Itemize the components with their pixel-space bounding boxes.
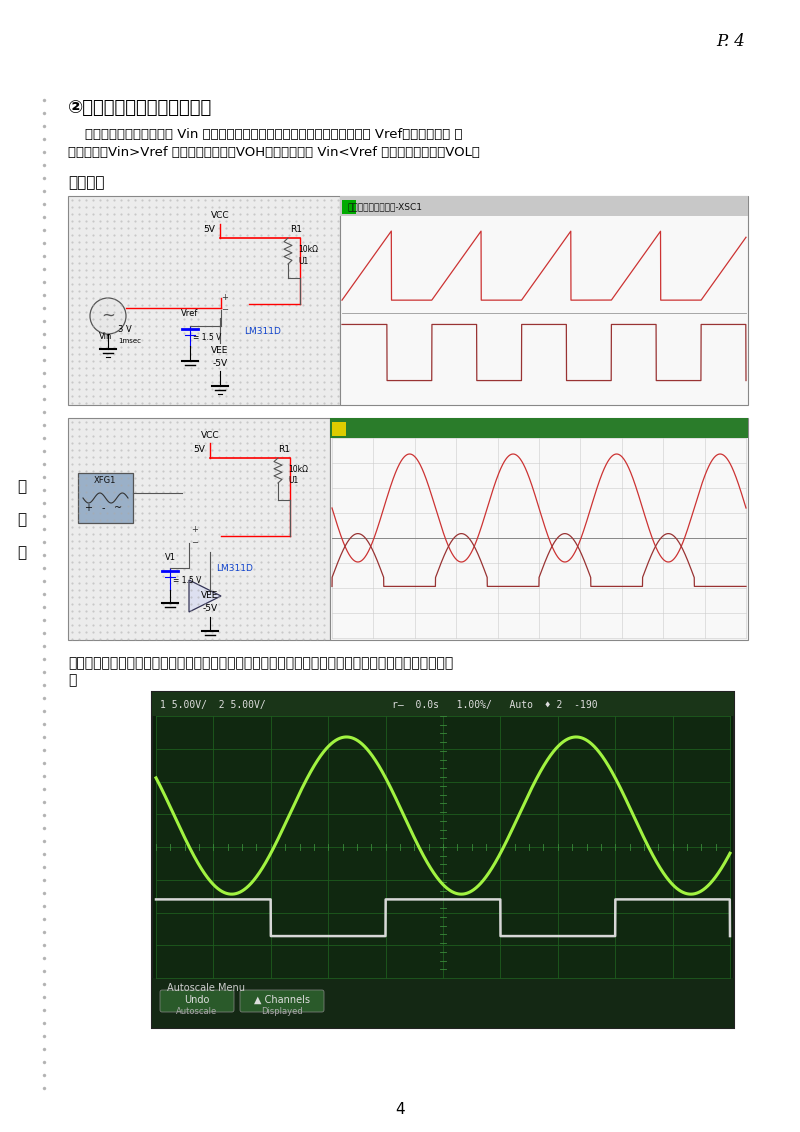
Text: 3 V: 3 V — [118, 325, 132, 334]
Text: 1 5.00V/  2 5.00V/: 1 5.00V/ 2 5.00V/ — [160, 700, 266, 710]
Text: ②《基本单门限比较器电路》: ②《基本单门限比较器电路》 — [68, 98, 212, 117]
Text: 4: 4 — [395, 1103, 405, 1117]
Polygon shape — [189, 580, 221, 612]
Bar — [152, 692, 734, 717]
Text: VCC: VCC — [201, 431, 219, 440]
Bar — [340, 196, 748, 216]
Text: 订: 订 — [18, 513, 26, 528]
Bar — [330, 418, 748, 640]
Bar — [156, 717, 730, 978]
Text: 10kΩ: 10kΩ — [298, 245, 318, 254]
Text: P. 4: P. 4 — [716, 34, 745, 51]
Bar — [68, 196, 340, 405]
FancyBboxPatch shape — [240, 990, 324, 1012]
Text: 5V: 5V — [193, 445, 205, 454]
Text: 10kΩ: 10kΩ — [288, 465, 308, 474]
Bar — [342, 200, 356, 214]
Text: VEE: VEE — [202, 591, 218, 600]
Text: 单门限比较器的输入信号 Vin 接比较器的同相输入端，反相输入端接参考电压 Vref（门限电平） 。: 单门限比较器的输入信号 Vin 接比较器的同相输入端，反相输入端接参考电压 Vr… — [68, 129, 462, 142]
Polygon shape — [221, 814, 249, 842]
Text: ~: ~ — [114, 503, 122, 513]
Text: Vref: Vref — [182, 309, 198, 318]
Text: 当输入电压Vin>Vref 时，输出为高电平VOH；当输入电压 Vin<Vref 时，输出为乎电平VOL。: 当输入电压Vin>Vref 时，输出为高电平VOH；当输入电压 Vin<Vref… — [68, 146, 480, 160]
Text: −: − — [191, 539, 198, 548]
Text: Autoscale: Autoscale — [176, 1006, 218, 1015]
Circle shape — [90, 298, 126, 334]
Text: LM311D: LM311D — [245, 327, 282, 336]
Bar — [332, 422, 346, 436]
Text: U1: U1 — [298, 257, 308, 266]
Text: -: - — [102, 503, 105, 513]
Text: VCC: VCC — [210, 211, 230, 220]
Text: 线: 线 — [18, 546, 26, 560]
Text: V1: V1 — [165, 554, 175, 561]
Text: r—  0.0s   1.00%/   Auto  ♦ 2  -190: r— 0.0s 1.00%/ Auto ♦ 2 -190 — [392, 700, 598, 710]
Bar — [152, 978, 734, 1028]
Text: 实验记录（由于实验室没有如仿真第一幅图的输入信号，故在实验时用正弦信号代替，并做仿真如上所示: 实验记录（由于实验室没有如仿真第一幅图的输入信号，故在实验时用正弦信号代替，并做… — [68, 657, 454, 670]
Text: U1: U1 — [288, 475, 298, 484]
Bar — [68, 418, 330, 640]
Text: = 1.5 V: = 1.5 V — [173, 576, 202, 585]
Text: ▲ Channels: ▲ Channels — [254, 995, 310, 1005]
Text: = 1.5 V: = 1.5 V — [193, 333, 222, 342]
Text: 5V: 5V — [203, 225, 215, 234]
Text: +: + — [191, 524, 198, 533]
Text: XFG1: XFG1 — [94, 475, 116, 484]
Bar — [340, 196, 748, 405]
Text: R1: R1 — [290, 225, 302, 234]
Text: LM311D: LM311D — [217, 564, 254, 573]
Bar — [330, 418, 748, 438]
Text: ~: ~ — [101, 307, 115, 325]
Text: +: + — [84, 503, 92, 513]
Bar — [152, 692, 734, 1028]
FancyBboxPatch shape — [160, 990, 234, 1012]
Bar — [78, 473, 133, 523]
Text: 放置一个示波仪器，-XSC1: 放置一个示波仪器，-XSC1 — [348, 203, 423, 212]
Text: 1msec: 1msec — [118, 338, 141, 344]
Text: 装: 装 — [18, 480, 26, 495]
Text: Displayed: Displayed — [261, 1006, 303, 1015]
Text: VEE: VEE — [211, 346, 229, 355]
Text: Undo: Undo — [184, 995, 210, 1005]
Text: 实验仿真: 实验仿真 — [68, 175, 105, 190]
Text: ）: ） — [68, 674, 76, 687]
Text: -5V: -5V — [213, 359, 227, 368]
Text: R1: R1 — [278, 445, 290, 454]
Text: Vin: Vin — [99, 332, 113, 341]
Text: +: + — [222, 293, 229, 302]
Text: -5V: -5V — [202, 604, 218, 614]
Text: Autoscale Menu: Autoscale Menu — [167, 983, 245, 993]
Text: −: − — [222, 306, 229, 315]
